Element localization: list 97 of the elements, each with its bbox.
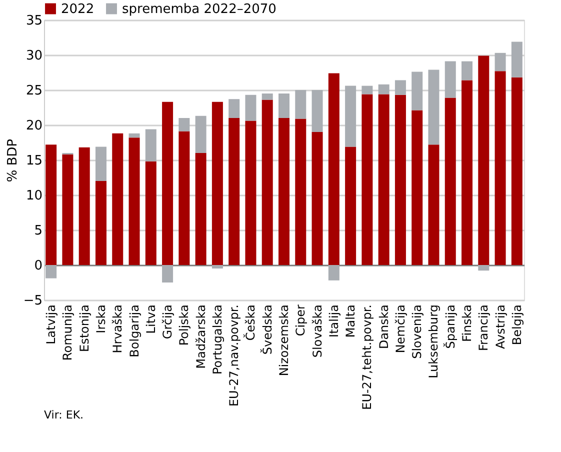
bar xyxy=(262,100,273,265)
bar xyxy=(195,153,206,265)
y-tick-label: 15 xyxy=(26,154,42,168)
x-tick-label: Romunija xyxy=(60,304,75,361)
x-tick-label: Nemčija xyxy=(393,304,408,354)
x-tick-label: Poljska xyxy=(177,304,192,346)
x-tick-label: Finska xyxy=(460,304,474,342)
x-tick-label: Malta xyxy=(344,304,358,338)
x-tick-label: Nizozemska xyxy=(277,304,291,376)
x-tick-label: Italija xyxy=(326,304,341,338)
bar xyxy=(128,138,140,265)
x-tick-label: Irska xyxy=(94,304,108,334)
bar xyxy=(394,94,406,265)
y-axis-title: % BDP xyxy=(5,138,20,182)
x-tick-label: Luksemburg xyxy=(426,304,441,378)
x-tick-label: Avstrija xyxy=(493,304,508,350)
bar xyxy=(212,265,223,268)
bar xyxy=(162,265,174,282)
bar xyxy=(478,265,490,271)
bar xyxy=(345,86,356,147)
bar xyxy=(494,71,506,265)
x-tick-label: Danska xyxy=(376,304,391,350)
bar xyxy=(145,129,156,162)
x-tick-label: Švedska xyxy=(259,304,274,355)
x-tick-label: Estonija xyxy=(77,304,92,352)
bar xyxy=(428,70,440,145)
bar xyxy=(112,133,124,265)
bar xyxy=(145,161,156,265)
bar xyxy=(328,265,340,280)
x-tick-label: Slovenija xyxy=(410,304,424,359)
y-tick-label: −5 xyxy=(23,294,42,308)
bar xyxy=(378,84,390,94)
bar xyxy=(312,132,323,265)
bar xyxy=(262,94,273,100)
bar xyxy=(394,80,406,95)
bar xyxy=(278,118,290,265)
bar xyxy=(412,110,423,265)
x-tick-label: Hrvaška xyxy=(110,304,125,354)
bar xyxy=(178,118,190,132)
x-tick-label: Portugalska xyxy=(210,304,224,375)
bar xyxy=(178,131,190,265)
legend-label: sprememba 2022–2070 xyxy=(122,2,276,17)
bar xyxy=(362,94,373,265)
y-tick-label: 30 xyxy=(26,48,42,64)
y-tick-label: 35 xyxy=(26,14,42,28)
bar xyxy=(195,116,206,153)
y-tick-label: 25 xyxy=(26,84,42,98)
bar xyxy=(228,99,240,118)
x-tick-label: Bolgarija xyxy=(127,304,142,358)
bar xyxy=(295,118,306,265)
bar xyxy=(46,265,57,278)
bar xyxy=(95,181,106,265)
bar xyxy=(245,120,256,265)
bar xyxy=(378,94,390,265)
bar xyxy=(511,77,522,265)
bar xyxy=(312,90,323,132)
x-tick-label: Litva xyxy=(144,304,158,334)
x-tick-label: Grčija xyxy=(160,304,175,340)
bar xyxy=(46,144,57,265)
bar xyxy=(95,146,106,181)
y-tick-label: 20 xyxy=(26,118,42,134)
bar xyxy=(62,154,74,265)
bar xyxy=(511,42,522,78)
y-tick-label: 5 xyxy=(34,224,42,238)
x-tick-label: Belgija xyxy=(510,304,524,346)
bar xyxy=(462,80,473,265)
text: Vir: EK. xyxy=(44,408,84,422)
x-tick-label: Latvija xyxy=(44,304,58,344)
bar xyxy=(444,98,456,265)
bar xyxy=(295,90,306,119)
bar xyxy=(478,56,490,265)
x-tick-label: Madžarska xyxy=(194,304,208,369)
bar xyxy=(228,118,240,265)
x-tick-label: EU-27,nav.povpr. xyxy=(227,304,242,407)
x-tick-label: Slovaška xyxy=(310,304,324,358)
x-tick-label: EU-27,teht.povpr. xyxy=(360,304,374,410)
x-tick-label: Španija xyxy=(442,304,458,349)
bar xyxy=(128,133,140,138)
x-tick-label: Francija xyxy=(476,304,491,352)
x-tick-label: Ciper xyxy=(294,304,308,336)
bar xyxy=(212,102,223,265)
bar xyxy=(428,144,440,265)
bar xyxy=(345,146,356,265)
bar xyxy=(328,73,340,265)
bar xyxy=(362,86,373,94)
legend-label: 2022 xyxy=(61,2,94,17)
bar xyxy=(245,94,256,121)
bar xyxy=(78,147,90,265)
y-tick-label: 10 xyxy=(26,188,42,204)
bar xyxy=(444,61,456,98)
bar xyxy=(412,72,423,110)
y-tick-label: 0 xyxy=(34,258,42,274)
bar xyxy=(494,52,506,72)
bar xyxy=(462,61,473,80)
x-tick-label: Češka xyxy=(242,304,258,341)
bar xyxy=(278,94,290,118)
bar xyxy=(162,102,174,265)
